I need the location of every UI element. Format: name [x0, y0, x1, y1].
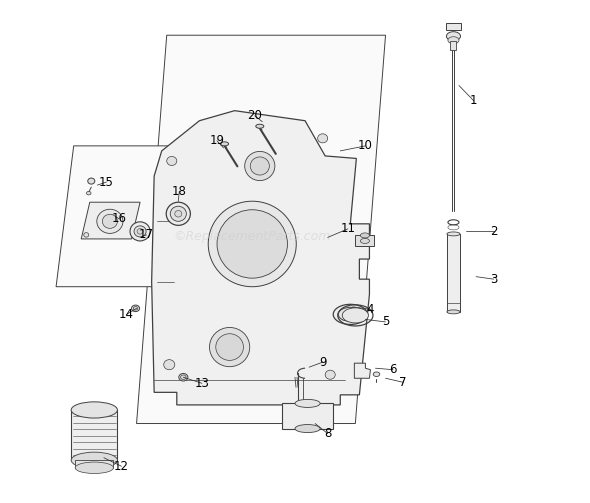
Ellipse shape: [75, 462, 113, 473]
Text: 13: 13: [195, 377, 209, 390]
Ellipse shape: [373, 372, 380, 376]
Polygon shape: [136, 35, 385, 424]
Polygon shape: [81, 202, 140, 239]
Bar: [71, 410, 117, 460]
Ellipse shape: [179, 373, 188, 381]
Ellipse shape: [447, 32, 460, 41]
Text: 1: 1: [470, 94, 477, 107]
Text: 17: 17: [139, 228, 154, 241]
Text: 9: 9: [319, 356, 326, 369]
Ellipse shape: [209, 327, 250, 367]
Ellipse shape: [137, 228, 143, 234]
Ellipse shape: [175, 211, 182, 217]
Text: 2: 2: [490, 225, 497, 238]
Ellipse shape: [447, 232, 460, 236]
Ellipse shape: [88, 178, 95, 184]
Text: 5: 5: [382, 315, 389, 328]
Polygon shape: [355, 363, 371, 378]
Ellipse shape: [84, 232, 88, 237]
Text: 10: 10: [358, 139, 373, 152]
Ellipse shape: [221, 142, 228, 146]
Polygon shape: [152, 111, 369, 405]
Text: 19: 19: [209, 134, 225, 147]
Ellipse shape: [342, 308, 368, 323]
Ellipse shape: [448, 37, 459, 44]
Text: 11: 11: [340, 222, 355, 235]
Text: 20: 20: [247, 109, 262, 122]
Ellipse shape: [166, 202, 191, 225]
Ellipse shape: [325, 370, 335, 379]
Ellipse shape: [102, 214, 117, 228]
Bar: [447, 234, 460, 312]
Text: 15: 15: [99, 176, 114, 189]
Ellipse shape: [97, 209, 123, 233]
Ellipse shape: [250, 157, 270, 175]
Ellipse shape: [134, 226, 146, 237]
Ellipse shape: [71, 402, 117, 418]
Ellipse shape: [208, 201, 296, 287]
Ellipse shape: [317, 134, 327, 143]
Text: 12: 12: [114, 460, 129, 473]
Ellipse shape: [133, 307, 138, 310]
Ellipse shape: [295, 399, 320, 407]
Polygon shape: [283, 403, 333, 429]
Ellipse shape: [163, 360, 175, 370]
Bar: [75, 460, 113, 468]
Polygon shape: [56, 146, 179, 287]
Text: 14: 14: [119, 308, 134, 321]
Ellipse shape: [167, 156, 177, 165]
Text: 7: 7: [399, 376, 407, 389]
Ellipse shape: [338, 307, 362, 321]
Ellipse shape: [447, 310, 460, 314]
Ellipse shape: [256, 124, 264, 128]
Ellipse shape: [217, 210, 287, 278]
Text: 3: 3: [490, 273, 497, 286]
Ellipse shape: [171, 206, 186, 221]
Ellipse shape: [245, 151, 275, 181]
Text: 6: 6: [389, 363, 397, 376]
Ellipse shape: [360, 233, 369, 238]
Text: 8: 8: [324, 427, 332, 440]
Text: 18: 18: [172, 185, 187, 198]
Text: 16: 16: [112, 212, 126, 225]
Bar: [355, 235, 375, 246]
Ellipse shape: [216, 334, 244, 360]
Ellipse shape: [181, 375, 186, 379]
Text: 4: 4: [367, 303, 374, 316]
Ellipse shape: [132, 305, 140, 312]
Ellipse shape: [333, 304, 368, 324]
Ellipse shape: [130, 222, 150, 241]
Text: ©ReplacementParts.com: ©ReplacementParts.com: [173, 230, 331, 243]
Ellipse shape: [87, 192, 91, 195]
Bar: [450, 41, 457, 50]
Ellipse shape: [360, 238, 369, 243]
Bar: [446, 23, 461, 30]
Ellipse shape: [295, 425, 320, 433]
Ellipse shape: [71, 452, 117, 468]
